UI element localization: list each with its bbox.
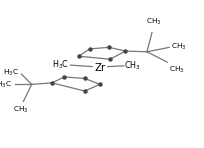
Text: Zr: Zr: [94, 63, 105, 73]
Text: CH$_3$: CH$_3$: [169, 64, 185, 75]
Text: CH$_3$: CH$_3$: [146, 16, 162, 27]
Text: CH$_3$: CH$_3$: [171, 42, 187, 52]
Text: H$_3$C: H$_3$C: [0, 80, 12, 90]
Text: CH$_3$: CH$_3$: [124, 60, 141, 72]
Text: H$_3$C: H$_3$C: [3, 68, 18, 78]
Text: CH$_3$: CH$_3$: [13, 105, 28, 115]
Text: H$_3$C: H$_3$C: [52, 59, 69, 71]
